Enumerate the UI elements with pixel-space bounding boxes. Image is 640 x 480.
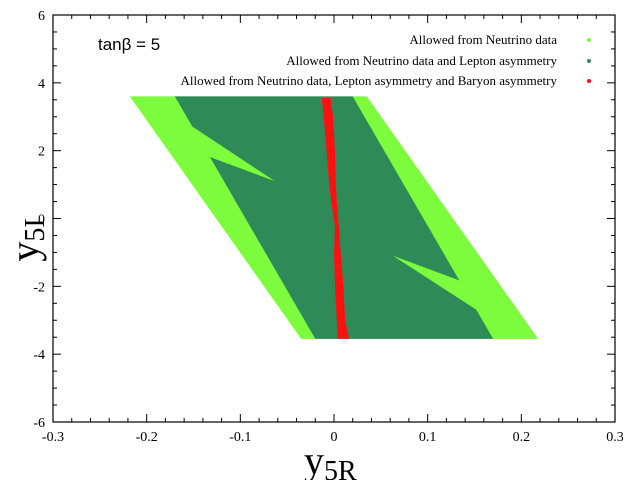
y-tick-label: 2: [38, 145, 45, 160]
x-tick-label: 0.3: [606, 430, 624, 445]
x-tick-label: -0.2: [136, 430, 158, 445]
x-tick-label: 0: [331, 430, 338, 445]
x-axis-title: y5R: [304, 438, 357, 480]
x-tick-label: -0.3: [42, 430, 64, 445]
region-baryon-band: [321, 98, 349, 339]
y-tick-label: 0: [38, 213, 45, 228]
legend-marker-3: [587, 79, 591, 83]
legend-label-3: Allowed from Neutrino data, Lepton asymm…: [180, 73, 557, 88]
x-tick-label: 0.2: [513, 430, 531, 445]
region-neutrino-wedge-2: [393, 255, 522, 339]
region-neutrino-wedge-1: [146, 96, 275, 182]
x-tick-label: -0.1: [229, 430, 251, 445]
legend-label-1: Allowed from Neutrino data: [409, 32, 557, 47]
x-tick-label: 0.1: [419, 430, 437, 445]
legend-marker-1: [587, 38, 591, 42]
y-tick-label: 4: [38, 77, 45, 92]
y-axis-title: y5I: [2, 218, 51, 261]
tan-beta-annotation: tanβ = 5: [98, 35, 160, 54]
y-tick-label: 6: [38, 9, 45, 24]
legend-marker-2: [587, 59, 591, 63]
legend-label-2: Allowed from Neutrino data and Lepton as…: [286, 53, 557, 68]
y-tick-label: -2: [33, 280, 45, 295]
data-regions: [129, 96, 539, 339]
y-tick-label: -4: [33, 348, 45, 363]
legend: Allowed from Neutrino data Allowed from N…: [180, 32, 591, 88]
axis-ticks: -0.3 -0.2 -0.1 0 0.1 0.2 0.3 -6 -4 -2 0 2 4 6: [33, 9, 623, 445]
y-tick-label: -6: [33, 416, 45, 431]
